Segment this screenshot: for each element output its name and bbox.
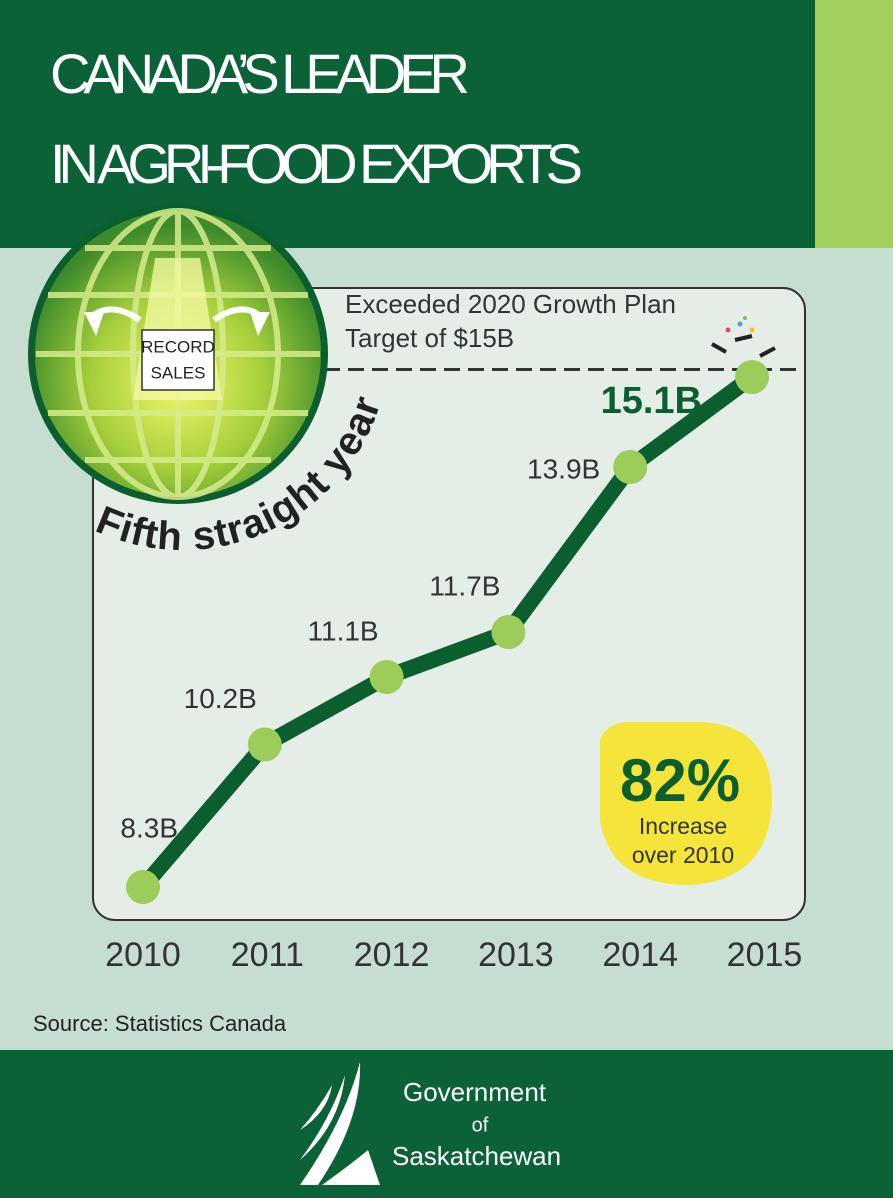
badge (141, 329, 215, 391)
confetti (711, 316, 776, 358)
data-point (369, 660, 404, 694)
highlight-value: 82% (620, 747, 740, 814)
x-tick-label: 2012 (354, 936, 430, 974)
x-tick-label: 2010 (105, 936, 181, 974)
highlight-bubble (600, 722, 772, 885)
title: IN AGRI-FOOD EXPORTS (50, 132, 583, 195)
x-tick-label: 2014 (602, 936, 678, 974)
header-accent (815, 0, 893, 248)
data-line (136, 370, 757, 893)
footer (0, 1050, 893, 1198)
data-point (613, 450, 648, 484)
highlight-text: Increase (639, 813, 727, 839)
value-label: 8.3B (120, 812, 178, 843)
value-label: 10.2B (184, 683, 257, 714)
source: Source: Statistics Canada (33, 1011, 287, 1036)
x-tick-label: 2015 (727, 936, 803, 974)
badge-text: RECORD (141, 337, 215, 356)
globe: RECORD SALES (28, 204, 328, 504)
footer-text: Government (403, 1077, 547, 1107)
title: CANADA’S LEADER (50, 42, 470, 105)
footer-logo (300, 1062, 380, 1185)
header (0, 0, 893, 248)
arrow-head (84, 312, 104, 336)
badge-text: SALES (151, 363, 206, 382)
value-label: 13.9B (527, 453, 600, 484)
data-point (247, 727, 282, 762)
highlight-text: over 2010 (632, 842, 734, 868)
data-point (735, 360, 769, 394)
footer-text: Saskatchewan (392, 1141, 561, 1171)
data-point (126, 870, 160, 904)
annotation: Target of $15B (345, 323, 514, 353)
data-point (491, 615, 526, 649)
footer-text: of (472, 1114, 489, 1136)
value-label: 11.1B (308, 615, 379, 646)
x-tick-label: 2011 (231, 936, 304, 974)
x-tick-label: 2013 (478, 936, 554, 974)
arrow-head (250, 312, 270, 336)
value-label: 15.1B (601, 380, 702, 422)
annotation: Exceeded 2020 Growth Plan (345, 289, 676, 319)
value-label: 11.7B (429, 570, 500, 601)
